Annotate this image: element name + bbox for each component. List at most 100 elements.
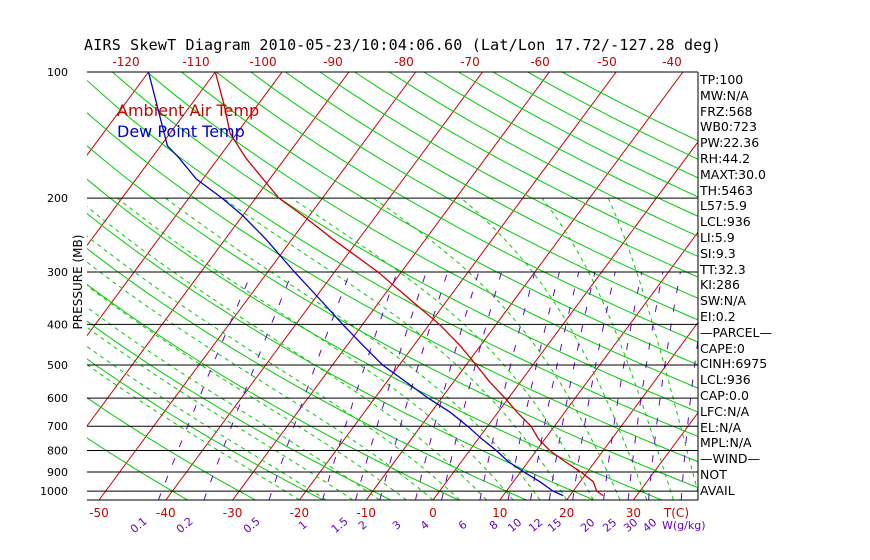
moist-adiabat-line — [87, 235, 461, 500]
stability-indices: TP:100 MW:N/A FRZ:568 WB0:723 PW:22.36 RH:44.… — [700, 72, 868, 499]
isotherm-line — [632, 411, 698, 500]
top-temp-tick-label: -110 — [182, 55, 209, 69]
moist-adiabat-line — [117, 197, 514, 500]
dry-adiabat-line — [87, 79, 698, 438]
dry-adiabat-line — [319, 72, 698, 278]
top-temp-tick-label: -40 — [662, 55, 682, 69]
pressure-tick-label: 100 — [47, 66, 68, 79]
legend-ambient-air-temp: Ambient Air Temp — [117, 101, 260, 120]
pressure-tick-label: 800 — [47, 445, 68, 458]
index-item: CAP:0.0 — [700, 387, 749, 403]
isotherm-line — [0, 72, 15, 500]
mixing-ratio-label: 0.2 — [174, 515, 196, 536]
index-item: L57:5.9 — [700, 198, 747, 214]
dry-adiabat-line — [87, 112, 698, 463]
mixing-ratio-label: 1.5 — [329, 515, 351, 536]
mixing-ratio-line — [548, 271, 596, 500]
pressure-tick-label: 600 — [47, 392, 68, 405]
mixing-ratio-line — [572, 271, 616, 500]
dry-adiabat-line — [87, 145, 698, 489]
index-item: CAPE:0 — [700, 340, 745, 356]
dry-adiabat-line — [215, 72, 698, 343]
ambient-temp-line — [214, 72, 604, 497]
dry-adiabat-line — [87, 397, 256, 500]
top-temp-tick-label: -120 — [112, 55, 139, 69]
index-item: RH:44.2 — [700, 150, 751, 166]
index-item: MPL:N/A — [700, 435, 752, 451]
index-item: TH:5463 — [700, 182, 754, 198]
moist-adiabat-line — [87, 326, 354, 500]
dry-adiabat-line — [146, 72, 698, 389]
moist-adiabat-line — [460, 197, 648, 500]
mixing-ratio-label: 10 — [505, 516, 524, 535]
index-item: MW:N/A — [700, 87, 749, 103]
dry-adiabat-line — [250, 72, 698, 321]
data-series — [147, 72, 604, 497]
bottom-temp-tick-label: 20 — [559, 506, 574, 520]
dry-adiabat-line — [87, 437, 188, 500]
bottom-temp-tick-label: -50 — [89, 506, 109, 520]
pressure-tick-label: 900 — [47, 466, 68, 479]
moist-adiabat-line — [165, 197, 541, 500]
dry-adiabat-line — [87, 283, 459, 500]
dew-point-line — [147, 72, 564, 497]
mixing-ratio-label: 2 — [356, 518, 370, 532]
mixing-ratio-label: 40 — [640, 516, 659, 535]
mixing-ratio-label: 12 — [526, 516, 545, 535]
mixing-ratio-line — [530, 271, 580, 500]
mixing-ratio-line — [268, 271, 351, 500]
mixing-ratio-line — [627, 271, 664, 500]
pressure-tick-label: 400 — [47, 318, 68, 331]
dry-adiabat-line — [181, 72, 698, 366]
background-lines — [0, 72, 698, 500]
moist-adiabat-line — [222, 197, 568, 500]
pressure-tick-label: 700 — [47, 420, 68, 433]
isotherm-line — [165, 72, 483, 500]
mixing-ratio-label: 4 — [418, 518, 432, 532]
index-item: WB0:723 — [700, 119, 757, 135]
top-temp-tick-label: -70 — [460, 55, 480, 69]
pressure-tick-label: 1000 — [40, 485, 68, 498]
index-item: EL:N/A — [700, 419, 742, 435]
index-item: —WIND— — [700, 451, 761, 467]
mixing-ratio-label: 6 — [456, 518, 470, 532]
y-axis-label: PRESSURE (MB) — [71, 235, 85, 330]
mixing-ratio-line — [603, 271, 643, 500]
isotherm-line — [87, 72, 350, 427]
mixing-ratio-line — [157, 271, 253, 500]
mixing-ratio-line — [414, 271, 480, 500]
dry-adiabat-line — [87, 212, 595, 500]
isotherm-line — [0, 72, 82, 500]
index-item: TT:32.3 — [700, 261, 746, 277]
bottom-temp-unit-label: T(C) — [663, 506, 689, 520]
mixing-ratio-label: 0.5 — [241, 515, 263, 536]
dry-adiabat-line — [87, 358, 324, 500]
index-item: LI:5.9 — [700, 229, 735, 245]
mixing-ratio-label: 1 — [296, 518, 310, 532]
bottom-temp-tick-label: -10 — [356, 506, 376, 520]
mixing-ratio-label: 8 — [487, 518, 501, 532]
bottom-temp-tick-label: 30 — [626, 506, 641, 520]
bottom-temp-tick-label: 10 — [492, 506, 507, 520]
isotherm-line — [432, 141, 698, 500]
index-item: LCL:936 — [700, 214, 751, 230]
top-temp-tick-label: -60 — [530, 55, 550, 69]
isotherm-line — [298, 72, 617, 500]
moist-adiabat-line — [87, 261, 434, 500]
mixing-ratio-line — [680, 336, 698, 500]
bottom-temp-tick-label: -40 — [156, 506, 176, 520]
dry-adiabat-line — [87, 320, 392, 500]
mixing-ratio-line — [379, 271, 449, 500]
index-item: LFC:N/A — [700, 403, 750, 419]
moist-adiabat-line — [607, 197, 698, 494]
mixing-ratio-line — [322, 271, 398, 500]
isotherm-line — [87, 72, 216, 247]
moist-adiabat-line — [87, 364, 300, 500]
dry-adiabat-line — [285, 72, 698, 299]
mixing-ratio-line — [648, 271, 681, 500]
moist-adiabat-line — [87, 345, 327, 500]
isotherm-line — [87, 72, 283, 337]
mixing-ratio-label: 25 — [600, 516, 619, 535]
moist-adiabat-line — [372, 197, 621, 500]
